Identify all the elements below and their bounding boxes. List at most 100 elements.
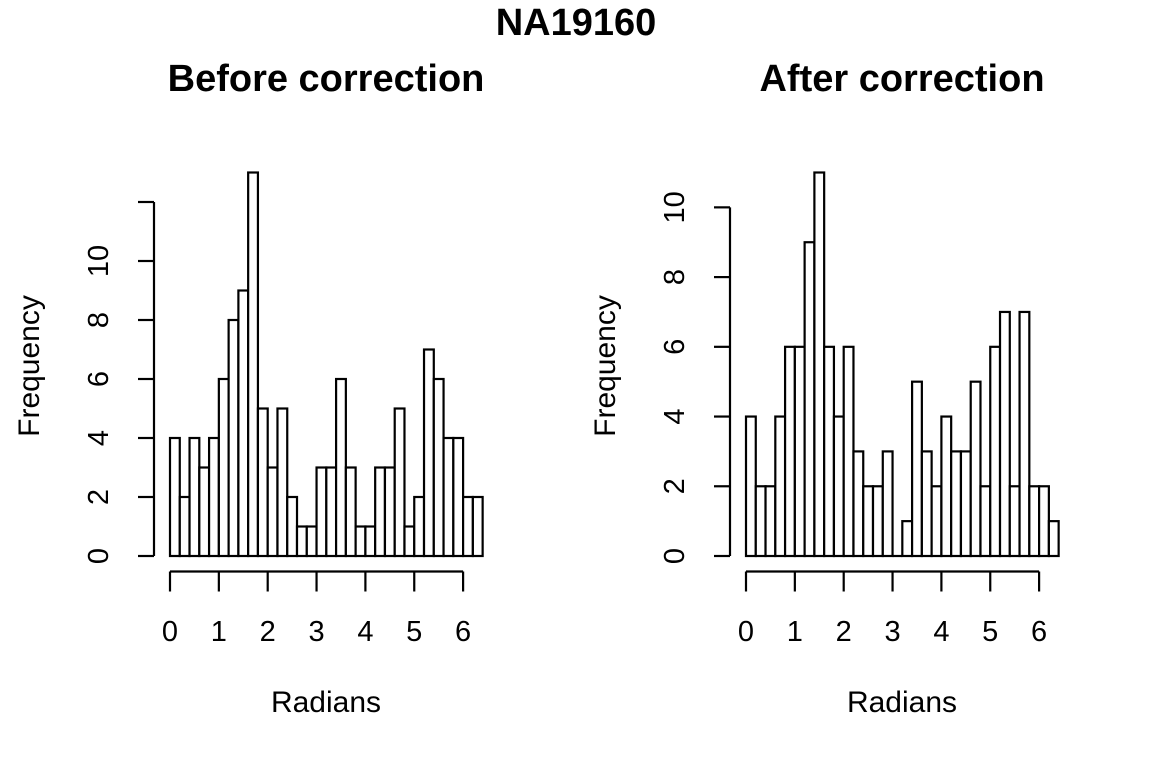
y-tick-label: 8 xyxy=(659,269,691,285)
x-tick-label: 1 xyxy=(211,616,227,648)
histogram-bar xyxy=(852,450,865,558)
histogram-bar xyxy=(286,495,299,558)
histogram-bar xyxy=(764,485,777,558)
histogram-bar xyxy=(813,171,826,558)
x-axis-label-before: Radians xyxy=(270,686,382,719)
x-axis-label-after: Radians xyxy=(846,686,958,719)
histogram-bar xyxy=(862,485,875,558)
histogram-bar xyxy=(168,436,181,558)
histogram-bar xyxy=(910,380,923,558)
x-tick-label: 4 xyxy=(357,616,373,648)
histogram-bar xyxy=(452,436,465,558)
histogram-bar xyxy=(998,310,1011,558)
main-title: NA19160 xyxy=(495,2,657,44)
x-tick-label: 1 xyxy=(787,616,803,648)
x-tick-label: 6 xyxy=(455,616,471,648)
histogram-bar xyxy=(754,485,767,558)
y-tick-label: 8 xyxy=(83,312,115,328)
y-tick-label: 10 xyxy=(83,245,115,277)
y-tick-label: 4 xyxy=(659,408,691,424)
histogram-bar xyxy=(364,525,377,558)
histogram-bar xyxy=(315,466,328,558)
histogram-bar xyxy=(374,466,387,558)
y-axis-label-before: Frequency xyxy=(13,295,46,437)
y-tick-label: 0 xyxy=(83,548,115,564)
y-tick-label: 6 xyxy=(659,339,691,355)
histogram-bar xyxy=(247,171,260,558)
histogram-bar xyxy=(413,495,426,558)
histogram-bar xyxy=(783,345,796,558)
histogram-bar xyxy=(979,485,992,558)
x-tick-label: 0 xyxy=(738,616,754,648)
histogram-bar xyxy=(217,377,230,558)
x-tick-label: 2 xyxy=(836,616,852,648)
histogram-bar xyxy=(832,415,845,558)
histogram-bar xyxy=(823,345,836,558)
histogram-bar xyxy=(940,415,953,558)
histogram-bar xyxy=(959,450,972,558)
y-tick-label: 6 xyxy=(83,371,115,387)
y-tick-label: 10 xyxy=(659,191,691,223)
histogram-bar xyxy=(1028,485,1041,558)
histogram-bar xyxy=(442,436,455,558)
histogram-bar xyxy=(422,348,435,558)
histogram-bar xyxy=(305,525,318,558)
x-tick-label: 2 xyxy=(260,616,276,648)
x-tick-label: 5 xyxy=(982,616,998,648)
histogram-bar xyxy=(354,525,367,558)
x-tick-label: 6 xyxy=(1031,616,1047,648)
x-tick-label: 3 xyxy=(884,616,900,648)
y-tick-label: 2 xyxy=(659,478,691,494)
histogram-bar xyxy=(334,377,347,558)
histogram-bar xyxy=(793,345,806,558)
histogram-bar xyxy=(803,241,816,558)
x-tick-label: 3 xyxy=(308,616,324,648)
y-tick-label: 2 xyxy=(83,489,115,505)
histogram-bar xyxy=(744,415,757,558)
histogram-bar xyxy=(920,450,933,558)
histogram-bar xyxy=(276,407,289,558)
histogram-bar xyxy=(295,525,308,558)
histogram-bar xyxy=(950,450,963,558)
histogram-bar xyxy=(462,495,474,558)
x-tick-label: 4 xyxy=(933,616,949,648)
x-tick-label: 5 xyxy=(406,616,422,648)
histogram-bar xyxy=(178,495,191,558)
histogram-bar xyxy=(471,495,484,558)
histogram-bar xyxy=(403,525,416,558)
x-tick-label: 0 xyxy=(162,616,178,648)
histogram-bar xyxy=(842,345,855,558)
panel-title-after: After correction xyxy=(759,58,1045,100)
y-axis-label-after: Frequency xyxy=(589,295,622,437)
panel-title-before: Before correction xyxy=(167,58,485,100)
histogram-bar xyxy=(344,466,357,558)
histogram-bar xyxy=(930,485,943,558)
histogram-bar xyxy=(871,485,884,558)
histogram-bar xyxy=(901,520,914,558)
histogram-bar xyxy=(393,407,406,558)
histogram-bar xyxy=(969,380,982,558)
histogram-bar xyxy=(237,289,250,558)
histogram-bar xyxy=(198,466,211,558)
histogram-bar xyxy=(1047,520,1060,558)
histogram-bar xyxy=(1018,310,1031,558)
histogram-bar xyxy=(774,415,787,558)
panel-after-correction: 0 1 2 3 4 5 6 0 2 4 6 8 10 After correction Radians … xyxy=(576,0,1152,768)
histogram-bar xyxy=(256,407,269,558)
histogram-bar xyxy=(989,345,1002,558)
histogram-bar xyxy=(432,377,445,558)
y-tick-label: 4 xyxy=(83,430,115,446)
histogram-bar xyxy=(881,450,894,558)
histogram-bar xyxy=(325,466,338,558)
histogram-bar xyxy=(1008,485,1021,558)
histogram-bar xyxy=(383,466,396,558)
histogram-bar xyxy=(1038,485,1050,558)
panel-before-correction: 0 1 2 3 4 5 6 0 2 4 6 8 10 Before correction Radians… xyxy=(13,58,485,719)
y-tick-label: 0 xyxy=(659,548,691,564)
histogram-bar xyxy=(227,318,240,558)
histogram-bar xyxy=(207,436,220,558)
histogram-bar xyxy=(188,436,201,558)
